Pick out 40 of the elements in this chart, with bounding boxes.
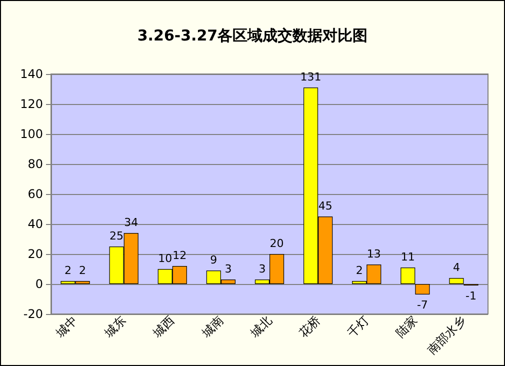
data-label: 12 bbox=[172, 249, 187, 262]
x-tick-label: 南部水乡 bbox=[424, 313, 469, 357]
data-label: 11 bbox=[400, 250, 415, 264]
data-label: 2 bbox=[79, 264, 86, 277]
y-tick-label: 40 bbox=[28, 217, 43, 231]
data-label: 10 bbox=[158, 252, 172, 265]
y-tick-label: 120 bbox=[20, 97, 43, 111]
data-label: 2 bbox=[64, 264, 72, 277]
bar bbox=[415, 284, 430, 294]
data-label: -1 bbox=[466, 290, 476, 302]
y-tick-label: 60 bbox=[28, 187, 43, 201]
y-tick-label: 140 bbox=[20, 67, 43, 81]
data-label: 45 bbox=[318, 200, 332, 212]
chart-title: 3.26-3.27各区域成交数据对比图 bbox=[137, 26, 368, 44]
x-tick-label: 城中 bbox=[52, 313, 80, 341]
y-tick-label: 100 bbox=[20, 127, 43, 141]
x-tick-label: 花桥 bbox=[296, 313, 324, 340]
data-label: 3 bbox=[224, 262, 232, 276]
bar bbox=[400, 268, 416, 284]
y-tick-label: -20 bbox=[23, 307, 43, 321]
data-label: 25 bbox=[110, 230, 124, 242]
y-tick-label: 20 bbox=[28, 247, 43, 261]
bar bbox=[449, 278, 464, 284]
data-label: 9 bbox=[210, 254, 218, 266]
x-tick-label: 城南 bbox=[198, 313, 226, 341]
x-tick-label: 城东 bbox=[101, 313, 129, 341]
x-tick-label: 城西 bbox=[150, 313, 178, 341]
data-label: 34 bbox=[124, 216, 138, 229]
data-label: 13 bbox=[366, 248, 381, 260]
x-tick-label: 千灯 bbox=[344, 313, 372, 340]
y-tick-label: 0 bbox=[35, 277, 43, 291]
x-tick-label: 城北 bbox=[246, 313, 274, 341]
data-label: -7 bbox=[416, 298, 428, 312]
data-label: 4 bbox=[452, 261, 460, 274]
x-tick-label: 陆家 bbox=[393, 313, 420, 340]
data-label: 20 bbox=[270, 237, 284, 250]
y-tick-label: 80 bbox=[28, 157, 43, 171]
data-label: 2 bbox=[356, 264, 363, 277]
data-label: 131 bbox=[300, 70, 322, 84]
data-label: 3 bbox=[258, 262, 266, 276]
